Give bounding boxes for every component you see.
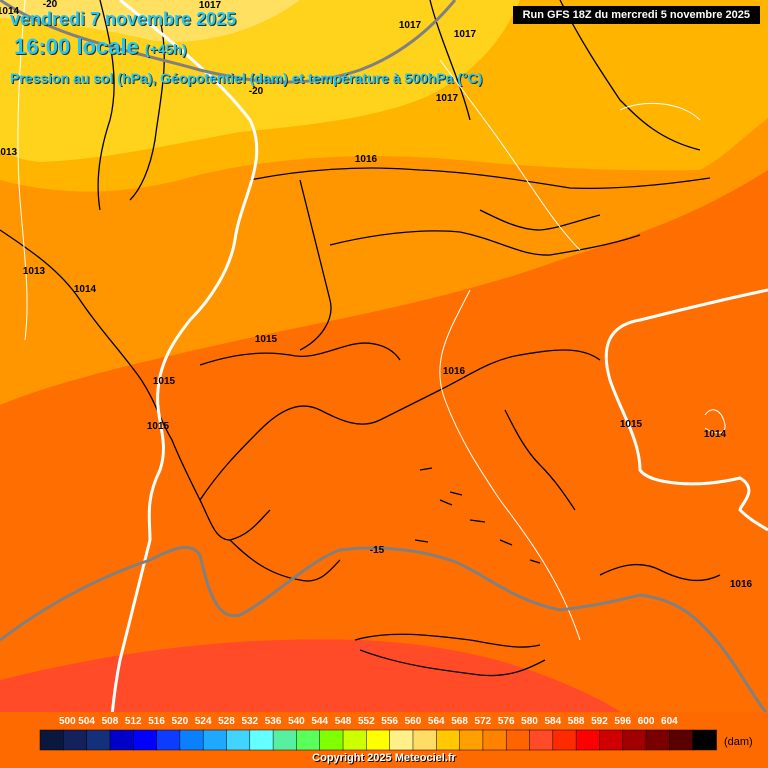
isobar-label: 1015 bbox=[147, 421, 170, 432]
legend-tick-label: 500 bbox=[59, 716, 76, 727]
legend-swatch bbox=[599, 729, 624, 751]
isobar-label: 1016 bbox=[443, 366, 466, 377]
legend-tick-label: 528 bbox=[218, 716, 235, 727]
legend-tick-label: 552 bbox=[358, 716, 375, 727]
legend-tick-label: 544 bbox=[311, 716, 328, 727]
legend-swatch bbox=[622, 729, 647, 751]
legend-swatch bbox=[156, 729, 181, 751]
legend-tick-label: 536 bbox=[265, 716, 282, 727]
legend-tick-label: 524 bbox=[195, 716, 212, 727]
main-isobars bbox=[106, 0, 768, 768]
forecast-date: vendredi 7 novembre 2025 bbox=[10, 9, 237, 29]
legend-tick-label: 576 bbox=[498, 716, 515, 727]
isobar-label: 1014 bbox=[704, 429, 727, 440]
legend-swatch bbox=[39, 729, 65, 751]
legend-swatch bbox=[645, 729, 671, 751]
legend-tick-label: 508 bbox=[102, 716, 119, 727]
legend-swatch bbox=[389, 729, 414, 751]
legend-swatch bbox=[692, 729, 717, 751]
legend-swatch bbox=[412, 729, 438, 751]
forecast-time: 16:00 locale (+45h) bbox=[14, 34, 187, 60]
isobar-label: 1014 bbox=[0, 6, 20, 17]
legend-tick-label: 592 bbox=[591, 716, 608, 727]
legend-tick-label: 532 bbox=[241, 716, 258, 727]
isotherm-label: -15 bbox=[370, 545, 385, 556]
legend-swatch bbox=[63, 729, 88, 751]
isotherm-label: -20 bbox=[43, 0, 58, 10]
parameter-description: Pression au sol (hPa), Géopotentiel (dam… bbox=[10, 70, 483, 86]
legend-swatch bbox=[296, 729, 321, 751]
copyright: Copyright 2025 Meteociel.fr bbox=[312, 752, 456, 764]
legend-tick-label: 596 bbox=[614, 716, 631, 727]
legend-ticks: 500 504 508 512 516 520 524 528 532 536 540 544 548 5… bbox=[59, 716, 678, 727]
legend-swatch bbox=[226, 729, 251, 751]
legend-color-bar bbox=[39, 729, 717, 751]
isotherm-labels: -20 -20 -15 bbox=[43, 0, 385, 556]
legend-tick-label: 564 bbox=[428, 716, 445, 727]
legend-tick-label: 600 bbox=[638, 716, 655, 727]
isobar-label: 1015 bbox=[255, 334, 278, 345]
isotherms bbox=[0, 0, 768, 716]
legend-swatch bbox=[366, 729, 391, 751]
run-info: Run GFS 18Z du mercredi 5 novembre 2025 bbox=[512, 6, 760, 24]
isobar-label: 1013 bbox=[0, 147, 18, 158]
legend-tick-label: 580 bbox=[521, 716, 538, 727]
legend-tick-label: 568 bbox=[451, 716, 468, 727]
legend-tick-label: 516 bbox=[148, 716, 165, 727]
legend-swatch bbox=[575, 729, 601, 751]
legend-tick-label: 572 bbox=[475, 716, 492, 727]
isobar-label: 1017 bbox=[199, 0, 222, 11]
isobar-label: 1015 bbox=[620, 419, 643, 430]
isobar-label: 1015 bbox=[153, 376, 176, 387]
isobar-label: 1013 bbox=[23, 266, 46, 277]
coastlines bbox=[0, 0, 721, 677]
legend-tick-label: 560 bbox=[405, 716, 422, 727]
legend-swatch bbox=[459, 729, 484, 751]
legend-tick-label: 556 bbox=[381, 716, 398, 727]
isobar-label: 1016 bbox=[355, 154, 378, 165]
legend-swatch bbox=[86, 729, 111, 751]
legend-swatch bbox=[482, 729, 507, 751]
isobar-label: 1017 bbox=[399, 20, 422, 31]
isobar-label: 1017 bbox=[436, 93, 459, 104]
isobar-label: 1017 bbox=[454, 29, 477, 40]
legend-unit: (dam) bbox=[724, 736, 753, 748]
isobar-labels: 1017 1017 1017 1017 1014 1013 1013 1014 … bbox=[0, 0, 753, 733]
lead-time: (+45h) bbox=[144, 41, 187, 57]
legend-swatch bbox=[529, 729, 554, 751]
legend-swatch bbox=[319, 729, 344, 751]
legend-tick-label: 588 bbox=[568, 716, 585, 727]
isobar-label: 1014 bbox=[74, 284, 97, 295]
forecast-time-value: 16:00 locale bbox=[14, 34, 139, 59]
legend-swatch bbox=[132, 729, 158, 751]
legend-swatch bbox=[552, 729, 577, 751]
legend-swatch bbox=[202, 729, 228, 751]
legend-swatch bbox=[436, 729, 461, 751]
legend-tick-label: 512 bbox=[125, 716, 142, 727]
legend-swatch bbox=[505, 729, 531, 751]
legend-swatch bbox=[249, 729, 274, 751]
thin-isobars bbox=[17, 0, 726, 641]
legend-swatch bbox=[179, 729, 204, 751]
legend-tick-label: 520 bbox=[172, 716, 189, 727]
legend-swatch bbox=[669, 729, 694, 751]
isobar-label: 1016 bbox=[730, 579, 753, 590]
legend-tick-label: 604 bbox=[661, 716, 678, 727]
legend-tick-label: 504 bbox=[78, 716, 95, 727]
legend-tick-label: 584 bbox=[544, 716, 561, 727]
legend-swatch bbox=[109, 729, 134, 751]
legend-swatch bbox=[272, 729, 298, 751]
legend-tick-label: 540 bbox=[288, 716, 305, 727]
legend-swatch bbox=[342, 729, 368, 751]
isotherm-label: -20 bbox=[249, 86, 264, 97]
legend-tick-label: 548 bbox=[335, 716, 352, 727]
band-556 bbox=[0, 0, 300, 42]
